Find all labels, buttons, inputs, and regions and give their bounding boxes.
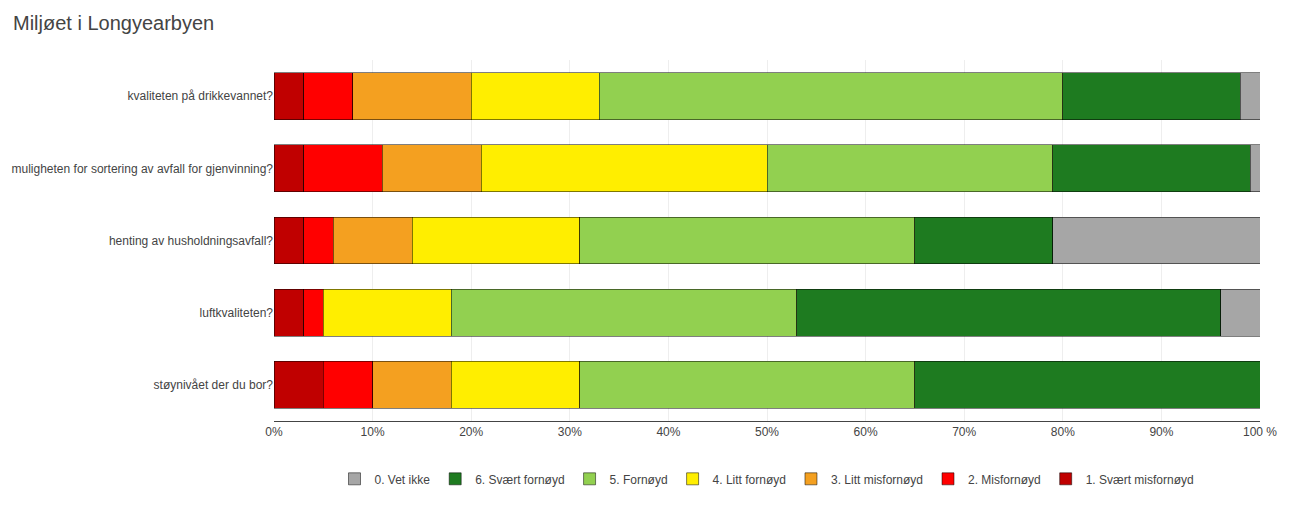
svg-text:1. Svært misfornøyd: 1. Svært misfornøyd [1086,473,1194,487]
svg-text:100 %: 100 % [1243,425,1277,439]
svg-text:80%: 80% [1051,425,1075,439]
svg-text:Miljøet i Longyearbyen: Miljøet i Longyearbyen [13,12,214,34]
svg-text:kvaliteten på drikkevannet?: kvaliteten på drikkevannet? [128,89,274,103]
svg-text:0%: 0% [265,425,283,439]
svg-text:30%: 30% [558,425,582,439]
svg-text:støynivået der du bor?: støynivået der du bor? [154,378,274,392]
svg-text:90%: 90% [1149,425,1173,439]
svg-text:henting av husholdningsavfall?: henting av husholdningsavfall? [109,234,273,248]
svg-text:4. Litt fornøyd: 4. Litt fornøyd [713,473,786,487]
svg-text:20%: 20% [459,425,483,439]
svg-text:luftkvaliteten?: luftkvaliteten? [200,306,274,320]
svg-text:2. Misfornøyd: 2. Misfornøyd [968,473,1041,487]
svg-text:50%: 50% [755,425,779,439]
svg-text:3. Litt misfornøyd: 3. Litt misfornøyd [831,473,923,487]
svg-text:10%: 10% [361,425,385,439]
svg-text:muligheten for sortering av av: muligheten for sortering av avfall for g… [12,162,274,176]
svg-text:0. Vet ikke: 0. Vet ikke [375,473,431,487]
svg-text:6. Svært fornøyd: 6. Svært fornøyd [475,473,564,487]
svg-text:70%: 70% [952,425,976,439]
svg-text:60%: 60% [854,425,878,439]
svg-text:40%: 40% [656,425,680,439]
svg-text:5. Fornøyd: 5. Fornøyd [610,473,668,487]
